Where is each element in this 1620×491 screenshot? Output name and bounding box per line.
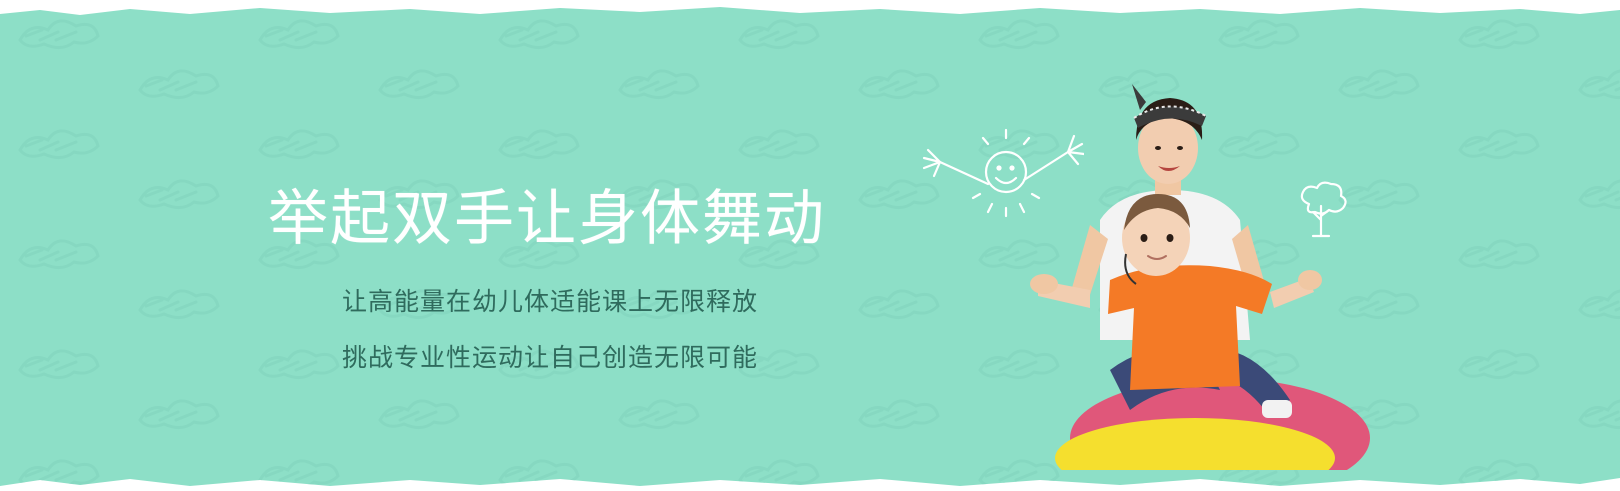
sun-face-icon: [922, 128, 1084, 218]
mother-child-photo: [1030, 84, 1370, 470]
tree-icon: [1300, 181, 1347, 238]
headline: 举起双手让身体舞动: [268, 184, 826, 254]
subline-energy: 让高能量在幼儿体适能课上无限释放: [342, 287, 759, 316]
subline-challenge: 挑战专业性运动让自己创造无限可能: [342, 343, 759, 372]
